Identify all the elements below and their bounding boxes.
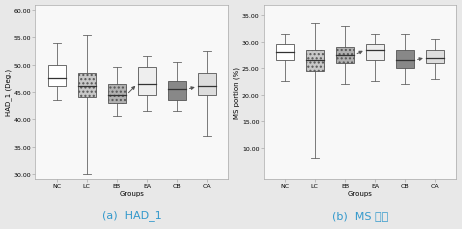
Bar: [198, 74, 216, 95]
Bar: [366, 45, 384, 61]
Text: (b)  MS 비율: (b) MS 비율: [332, 210, 388, 220]
Bar: [336, 48, 354, 63]
Bar: [426, 50, 444, 63]
Bar: [108, 84, 126, 103]
Y-axis label: MS portion (%): MS portion (%): [234, 67, 240, 118]
Y-axis label: HAD_1 (Deg.): HAD_1 (Deg.): [6, 69, 12, 116]
Text: (a)  HAD_1: (a) HAD_1: [102, 209, 162, 220]
Bar: [276, 45, 294, 61]
Bar: [78, 74, 96, 98]
X-axis label: Groups: Groups: [347, 190, 372, 196]
Bar: [396, 50, 414, 69]
Bar: [168, 82, 186, 101]
Bar: [48, 65, 66, 87]
Bar: [138, 68, 156, 95]
X-axis label: Groups: Groups: [120, 190, 144, 196]
Bar: [306, 50, 324, 71]
